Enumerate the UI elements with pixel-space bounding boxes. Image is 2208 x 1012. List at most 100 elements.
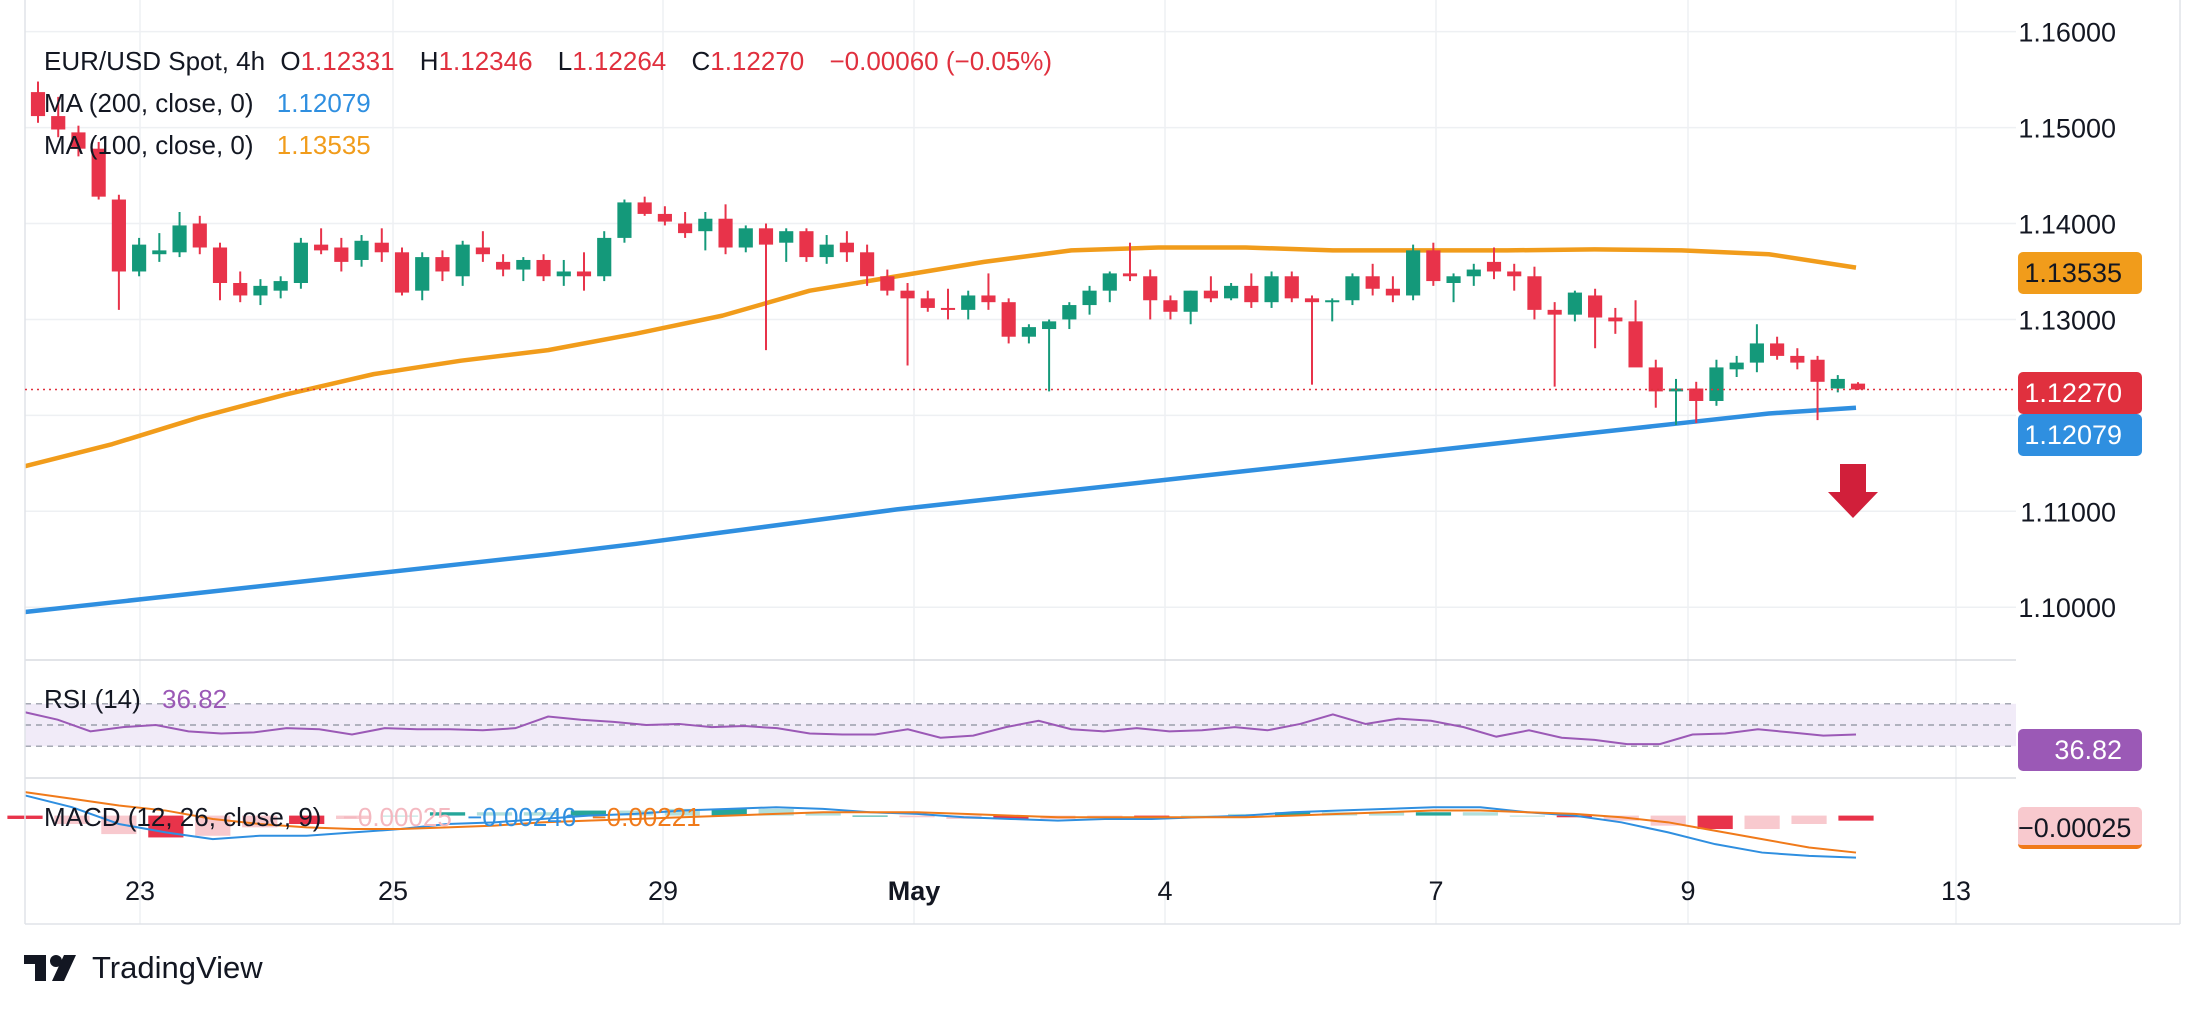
candle-body [961, 295, 976, 310]
ma200-value: 1.12079 [276, 88, 371, 118]
low-value: 1.12264 [572, 46, 667, 76]
candle-body [1608, 317, 1623, 322]
macd-hist-bar [1744, 815, 1780, 830]
candle-body [1527, 276, 1542, 310]
candle-body [1021, 327, 1036, 337]
x-tick-label: 13 [1941, 876, 1971, 906]
candle-body [1486, 261, 1502, 272]
candle-body [1284, 276, 1299, 299]
macd-hist-value: −0.00025 [342, 802, 452, 832]
change-value: −0.00060 (−0.05%) [829, 46, 1053, 76]
candle-body [212, 247, 228, 283]
rsi-line [24, 711, 1857, 746]
candle-body [1001, 302, 1016, 337]
macd-signal-value: −0.00221 [591, 802, 701, 832]
candle-body [30, 92, 46, 117]
candle-body [1466, 269, 1481, 277]
candle-body [132, 244, 147, 272]
candle-body [111, 199, 126, 272]
candle-body [657, 213, 672, 222]
macd-hist-bar [476, 812, 513, 816]
candle-body [1345, 276, 1360, 301]
candle-body [1082, 290, 1097, 306]
candle-body [779, 231, 794, 243]
tradingview-logo-icon [24, 955, 76, 981]
macd-hist-bar [523, 812, 560, 816]
macd-hist-bar [54, 815, 90, 824]
candle-body [1830, 378, 1845, 389]
ohlc-legend: EUR/USD Spot, 4h O1.12331 H1.12346 L1.12… [44, 46, 1060, 77]
candle-body [253, 285, 268, 296]
candle-body [576, 271, 592, 277]
macd-hist-bar [711, 808, 747, 816]
macd-hist-bar [1462, 812, 1499, 816]
candle-body [1567, 292, 1582, 315]
macd-hist-bar [1650, 815, 1686, 826]
candle-body [1749, 343, 1764, 363]
macd-hist-bar [289, 815, 325, 824]
candle-body [698, 218, 713, 232]
candle-body [1365, 276, 1380, 289]
candle-body [718, 218, 733, 248]
macd-hist-bar [570, 810, 606, 816]
ma200-path [24, 405, 1857, 615]
candle-body [799, 231, 814, 258]
axes: 1.160001.150001.140001.130001.120001.110… [24, 0, 2181, 925]
candle-body [1689, 388, 1704, 401]
candle-body [758, 228, 774, 245]
macd-hist-bar [242, 815, 278, 828]
macd-hist-bar [1181, 815, 1217, 817]
low-prefix: L [557, 46, 573, 76]
x-tick-label: 25 [378, 876, 408, 906]
macd-hist-bar [382, 815, 419, 817]
candle-body [1062, 305, 1077, 320]
y-tick-label: 1.11000 [2020, 497, 2116, 527]
candle-body [1224, 285, 1239, 299]
candle-body [1770, 343, 1785, 356]
candle-body [152, 250, 167, 255]
candle-body [1325, 300, 1340, 303]
candle-body [637, 202, 652, 214]
candle-body [1102, 273, 1117, 291]
macd-hist-bar [1791, 815, 1827, 824]
ma100-value: 1.13535 [276, 130, 371, 160]
candle-body [354, 240, 369, 260]
x-tick-label: 23 [125, 876, 155, 906]
ma100-legend: MA (100, close, 0) 1.13535 [44, 130, 379, 161]
candle-body [233, 282, 248, 296]
macd-hist-bar [1509, 815, 1545, 817]
x-tick-label: 29 [648, 876, 678, 906]
macd-hist-bar [852, 815, 888, 817]
candle-body [860, 252, 875, 277]
ma100-path [24, 245, 1857, 469]
candle-body [819, 244, 834, 258]
candle-body [1648, 367, 1663, 392]
candle-body [1122, 273, 1138, 277]
candle-body [1385, 288, 1400, 296]
macd-panel [7, 791, 1874, 859]
candle-body [516, 259, 531, 270]
y-tick-label: 1.14000 [2018, 210, 2116, 240]
rsi-name: RSI (14) [44, 684, 141, 714]
candle-body [900, 290, 915, 299]
candle-body [334, 247, 349, 262]
candles [30, 81, 1866, 425]
y-tick-label: 1.16000 [2018, 18, 2116, 48]
candle-body [273, 281, 288, 291]
macd-hist-bar [805, 812, 841, 816]
x-tick-label: 7 [1428, 876, 1443, 906]
high-value: 1.12346 [438, 46, 533, 76]
candle-body [1790, 355, 1805, 363]
candle-body [293, 242, 308, 283]
candle-body [1264, 276, 1279, 303]
candle-body [192, 223, 207, 248]
candle-body [556, 271, 571, 277]
candle-body [617, 202, 632, 238]
candle-body [91, 148, 106, 197]
x-tick-label: 9 [1680, 876, 1695, 906]
candle-body [1507, 271, 1522, 277]
macd-hist-bar [1415, 812, 1452, 816]
tradingview-logo[interactable]: TradingView [24, 950, 263, 986]
ma200-price-label: 1.12079 [2018, 414, 2142, 456]
